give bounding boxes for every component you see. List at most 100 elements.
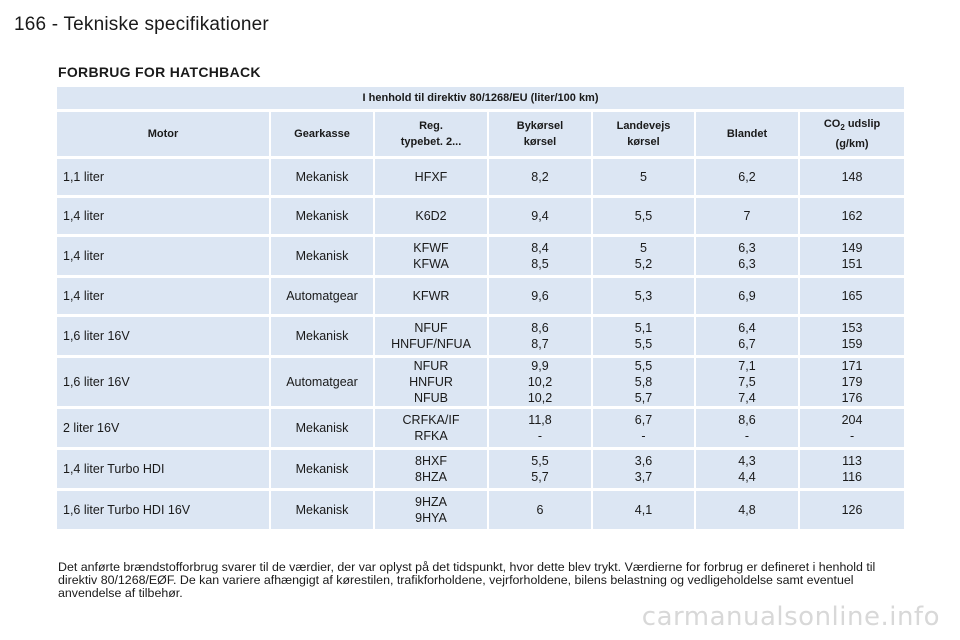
cell-by: 9,9 10,2 10,2 (489, 358, 593, 406)
cell-blandet: 7,1 7,5 7,4 (696, 358, 800, 406)
cell-by: 9,6 (489, 278, 593, 314)
cell-value: 5,8 (634, 375, 653, 389)
cell-value: - (744, 429, 750, 443)
cell-land: 4,1 (593, 491, 696, 529)
column-header-co2: CO2 udslip (g/km) (800, 112, 905, 156)
cell-value: 176 (841, 391, 863, 405)
cell-value: KFWA (413, 257, 449, 271)
section-title: FORBRUG FOR HATCHBACK (58, 64, 261, 80)
cell-motor: 2 liter 16V (57, 409, 271, 447)
cell-gearkasse: Mekanisk (271, 159, 375, 195)
cell-value: 7,1 (738, 359, 756, 373)
cell-motor: 1,6 liter 16V (57, 358, 271, 406)
cell-value: KFWR (412, 289, 450, 303)
cell-value: 5,5 (531, 454, 549, 468)
cell-land: 5 5,2 (593, 237, 696, 275)
cell-value: - (641, 429, 646, 443)
cell-motor: 1,4 liter (57, 237, 271, 275)
cell-gearkasse: Mekanisk (271, 317, 375, 355)
cell-land: 5,5 5,8 5,7 (593, 358, 696, 406)
cell-gearkasse: Mekanisk (271, 450, 375, 488)
column-header-motor: Motor (57, 112, 271, 156)
cell-value: 171 (841, 359, 863, 373)
cell-value: CRFKA/IF (402, 413, 460, 427)
cell-land: 5,3 (593, 278, 696, 314)
cell-reg: HFXF (375, 159, 489, 195)
cell-gearkasse: Mekanisk (271, 237, 375, 275)
cell-reg: CRFKA/IF RFKA (375, 409, 489, 447)
cell-value: 159 (841, 337, 863, 351)
cell-blandet: 8,6 - (696, 409, 800, 447)
cell-value: 9,6 (531, 289, 549, 303)
cell-value: 151 (841, 257, 863, 271)
cell-blandet: 6,3 6,3 (696, 237, 800, 275)
cell-co2: 149 151 (800, 237, 905, 275)
cell-value: 5,2 (634, 257, 653, 271)
table-row: 1,6 liter Turbo HDI 16V Mekanisk 9HZA 9HYA 6… (57, 491, 905, 529)
cell-reg: NFUR HNFUR NFUB (375, 358, 489, 406)
cell-value: 6,3 (738, 241, 756, 255)
table-row: 1,6 liter 16V Automatgear NFUR HNFUR NFUB 9,9… (57, 358, 905, 406)
cell-value: 6,9 (738, 289, 756, 303)
cell-by: 8,6 8,7 (489, 317, 593, 355)
cell-motor: 1,6 liter 16V (57, 317, 271, 355)
cell-value: NFUF (414, 321, 448, 335)
cell-value: 116 (842, 470, 862, 484)
cell-reg: K6D2 (375, 198, 489, 234)
cell-value: 9,4 (531, 209, 549, 223)
cell-by: 8,2 (489, 159, 593, 195)
cell-motor: 1,1 liter (57, 159, 271, 195)
cell-gearkasse: Mekanisk (271, 491, 375, 529)
table-row: 1,4 liter Turbo HDI Mekanisk 8HXF 8HZA 5,5 5,… (57, 450, 905, 488)
cell-land: 5,1 5,5 (593, 317, 696, 355)
table-row: 2 liter 16V Mekanisk CRFKA/IF RFKA 11,8 - 6,7 -… (57, 409, 905, 447)
cell-value: 179 (841, 375, 863, 389)
cell-value: 5,7 (531, 470, 549, 484)
cell-value: 6,4 (738, 321, 756, 335)
cell-value: 9,9 (531, 359, 549, 373)
cell-value: 113 (842, 454, 862, 468)
cell-blandet: 6,4 6,7 (696, 317, 800, 355)
cell-value: 8,7 (531, 337, 549, 351)
cell-gearkasse: Mekanisk (271, 198, 375, 234)
cell-value: 10,2 (527, 391, 553, 405)
cell-value: - (537, 429, 543, 443)
table-body: 1,1 liter Mekanisk HFXF 8,2 5 6,2 148 1,4 liter… (57, 159, 905, 529)
cell-value: 6,3 (738, 257, 756, 271)
cell-blandet: 4,3 4,4 (696, 450, 800, 488)
cell-gearkasse: Mekanisk (271, 409, 375, 447)
cell-value: 4,4 (738, 470, 756, 484)
cell-by: 8,4 8,5 (489, 237, 593, 275)
table-caption: I henhold til direktiv 80/1268/EU (liter… (57, 87, 905, 109)
cell-motor: 1,4 liter Turbo HDI (57, 450, 271, 488)
cell-gearkasse: Automatgear (271, 278, 375, 314)
cell-value: 8,4 (531, 241, 549, 255)
cell-value: 8,2 (531, 170, 549, 184)
cell-blandet: 6,2 (696, 159, 800, 195)
cell-co2: 162 (800, 198, 905, 234)
cell-value: 5 (640, 170, 647, 184)
cell-co2: 171 179 176 (800, 358, 905, 406)
cell-value: 9HZA (415, 495, 447, 509)
cell-value: 7 (743, 209, 751, 223)
table-row: 1,4 liter Automatgear KFWR 9,6 5,3 6,9 165 (57, 278, 905, 314)
cell-value: 7,5 (738, 375, 756, 389)
cell-motor: 1,6 liter Turbo HDI 16V (57, 491, 271, 529)
cell-co2: 204 - (800, 409, 905, 447)
cell-value: 4,1 (634, 503, 653, 517)
cell-value: 7,4 (738, 391, 756, 405)
cell-value: 149 (841, 241, 863, 255)
cell-blandet: 7 (696, 198, 800, 234)
cell-reg: 8HXF 8HZA (375, 450, 489, 488)
cell-value: 6 (536, 503, 544, 517)
cell-value: 8,6 (531, 321, 549, 335)
cell-value: 6,7 (634, 413, 653, 427)
cell-value: 204 (841, 413, 863, 427)
cell-gearkasse: Automatgear (271, 358, 375, 406)
cell-reg: KFWF KFWA (375, 237, 489, 275)
cell-value: KFWF (413, 241, 449, 255)
cell-blandet: 6,9 (696, 278, 800, 314)
cell-value: 5,5 (634, 337, 653, 351)
cell-value: 153 (841, 321, 863, 335)
cell-value: 6,2 (738, 170, 756, 184)
